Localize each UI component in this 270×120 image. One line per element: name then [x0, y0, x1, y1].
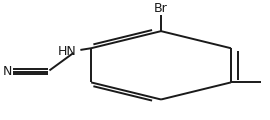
- Text: N: N: [2, 65, 12, 78]
- Text: HN: HN: [58, 45, 76, 58]
- Text: Br: Br: [154, 2, 168, 15]
